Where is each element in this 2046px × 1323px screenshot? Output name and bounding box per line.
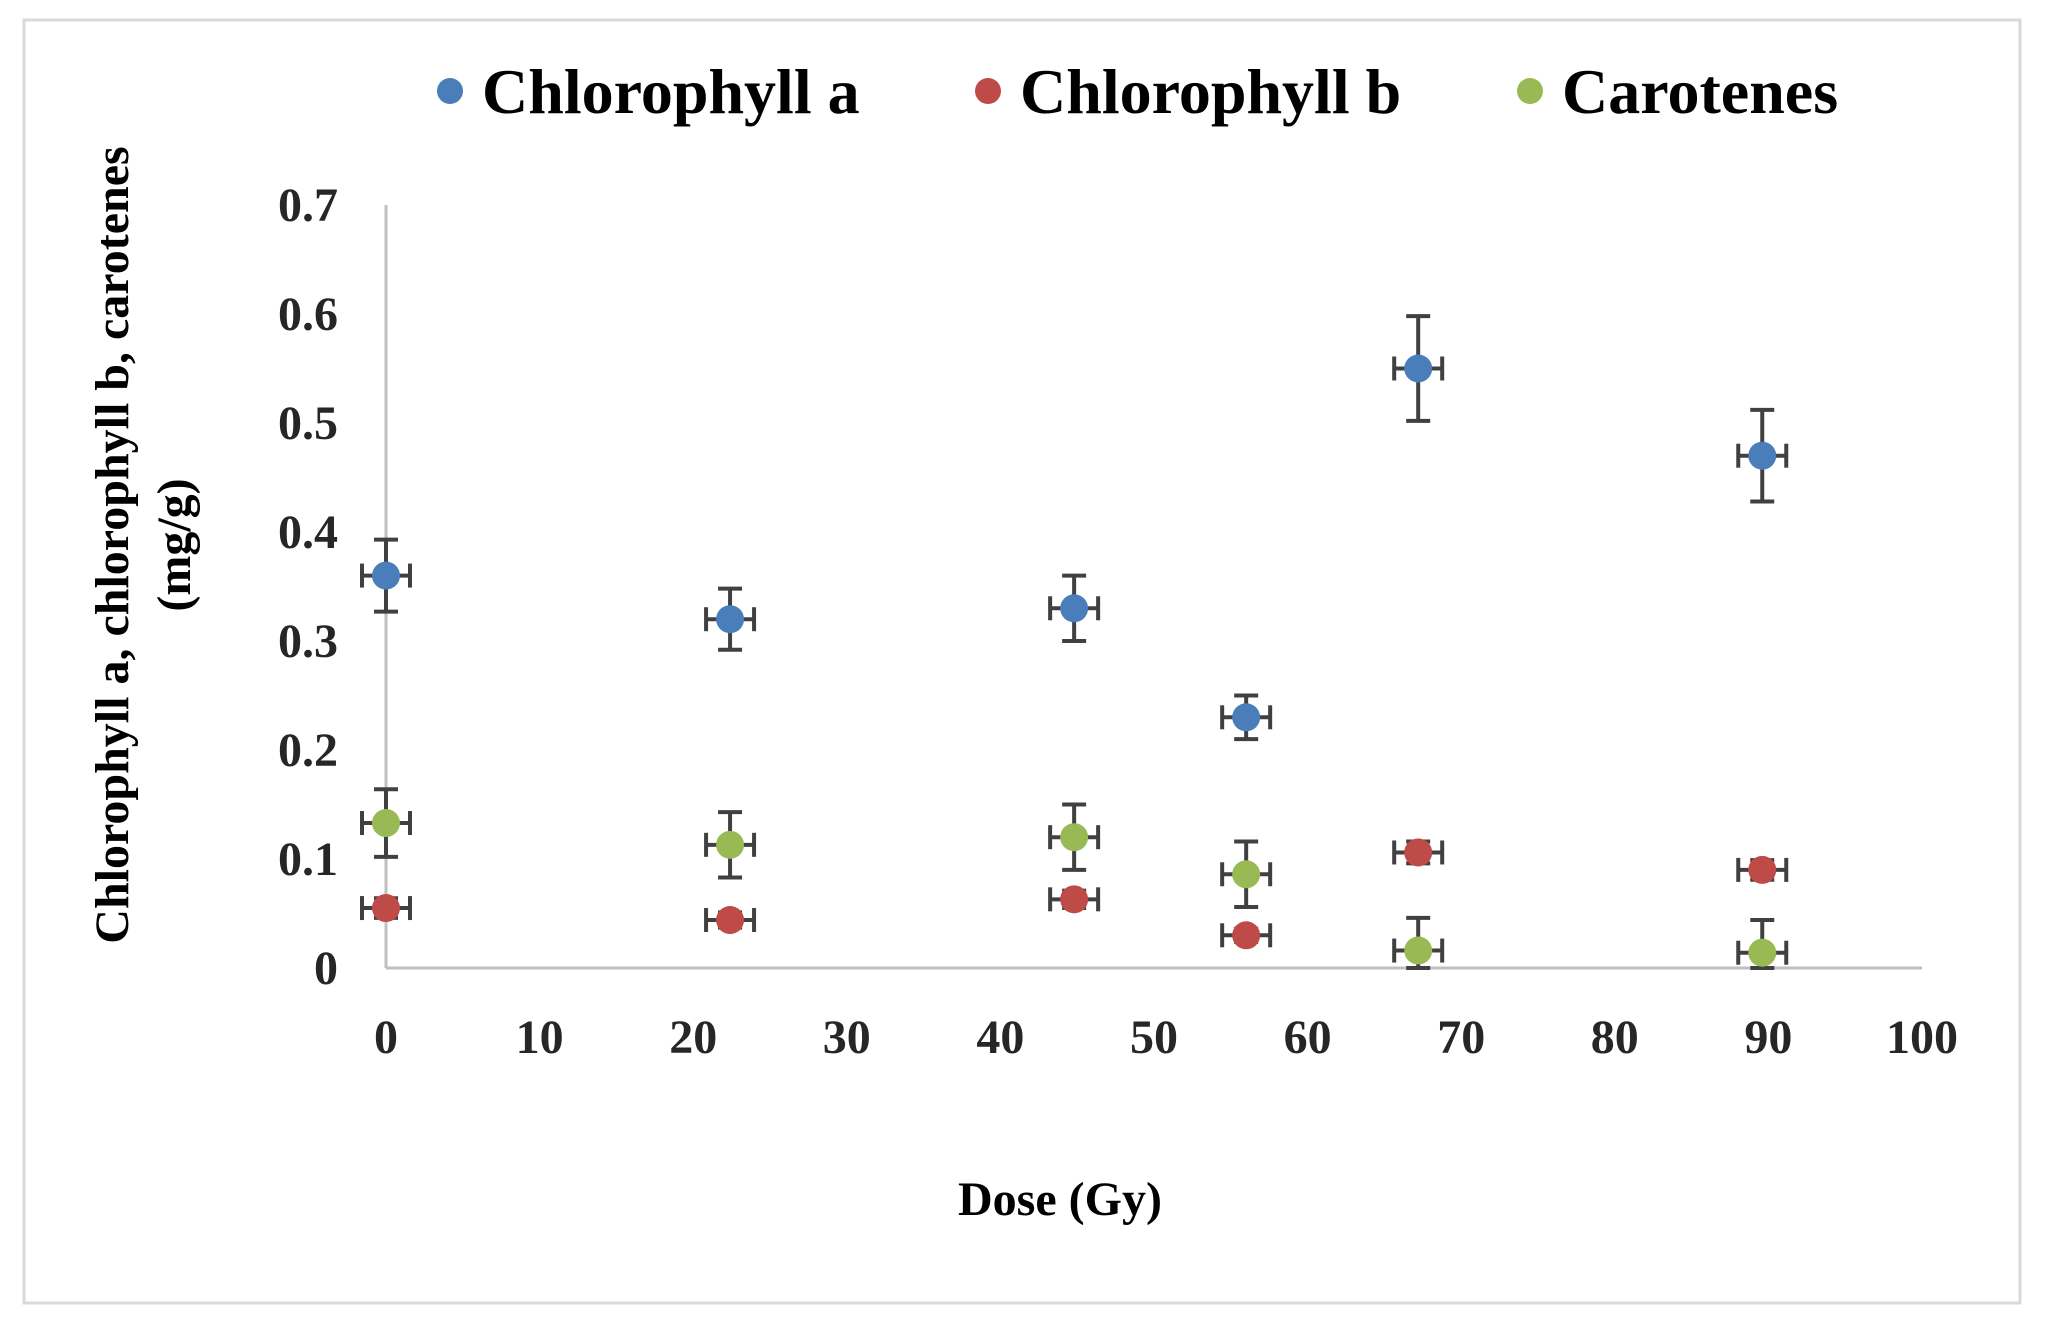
data-point-carotenes bbox=[1060, 823, 1089, 852]
plot-area bbox=[360, 314, 1789, 970]
legend-label: Chlorophyll b bbox=[1020, 56, 1401, 127]
data-point-chlorophyll-a bbox=[1060, 594, 1089, 623]
data-point-chlorophyll-b bbox=[1404, 838, 1433, 867]
x-tick-label: 80 bbox=[1591, 1011, 1639, 1064]
legend-marker bbox=[975, 78, 1001, 104]
y-tick-label: 0.5 bbox=[278, 397, 338, 450]
x-axis-title: Dose (Gy) bbox=[958, 1173, 1162, 1226]
x-tick-label: 10 bbox=[516, 1011, 564, 1064]
data-point-chlorophyll-a bbox=[716, 605, 745, 634]
series-chlorophyll-a bbox=[360, 314, 1789, 742]
data-point-carotenes bbox=[372, 809, 400, 838]
data-point-chlorophyll-b bbox=[716, 906, 745, 935]
x-tick-label: 60 bbox=[1284, 1011, 1332, 1064]
x-tick-label: 20 bbox=[669, 1011, 717, 1064]
x-tick-label: 0 bbox=[374, 1011, 398, 1064]
data-point-chlorophyll-a bbox=[1232, 703, 1261, 732]
series-chlorophyll-b bbox=[360, 838, 1789, 950]
data-point-carotenes bbox=[1404, 936, 1433, 965]
legend: Chlorophyll a Chlorophyll b Carotenes bbox=[437, 56, 1838, 127]
x-tick-label: 70 bbox=[1437, 1011, 1485, 1064]
data-point-carotenes bbox=[1232, 860, 1261, 889]
legend-item-chlorophyll-a: Chlorophyll a bbox=[437, 56, 860, 127]
x-tick-label: 30 bbox=[823, 1011, 871, 1064]
legend-marker bbox=[1517, 78, 1543, 104]
y-tick-label: 0.2 bbox=[278, 724, 338, 777]
x-tick-label: 40 bbox=[976, 1011, 1024, 1064]
data-point-chlorophyll-b bbox=[1060, 885, 1089, 914]
series-carotenes bbox=[360, 787, 1789, 970]
y-tick-labels: 0 0.1 0.2 0.3 0.4 0.5 0.6 0.7 bbox=[278, 179, 338, 995]
x-tick-label: 100 bbox=[1886, 1011, 1958, 1064]
y-tick-label: 0.4 bbox=[278, 506, 338, 559]
x-tick-labels: 0 10 20 30 40 50 60 70 80 90 100 bbox=[374, 1011, 1958, 1064]
data-point-chlorophyll-a bbox=[1748, 441, 1777, 470]
data-point-chlorophyll-a bbox=[1404, 354, 1433, 383]
x-tick-label: 50 bbox=[1130, 1011, 1178, 1064]
data-point-carotenes bbox=[716, 830, 745, 859]
chart-frame bbox=[22, 18, 2022, 1305]
x-tick-label: 90 bbox=[1744, 1011, 1792, 1064]
data-point-chlorophyll-b bbox=[1232, 921, 1261, 950]
y-tick-label: 0.6 bbox=[278, 288, 338, 341]
y-axis-title-line-2: (mg/g) bbox=[148, 478, 201, 611]
data-point-chlorophyll-a bbox=[372, 561, 400, 590]
legend-item-carotenes: Carotenes bbox=[1517, 56, 1838, 127]
legend-label: Chlorophyll a bbox=[482, 56, 860, 127]
y-tick-label: 0.3 bbox=[278, 615, 338, 668]
legend-marker bbox=[437, 78, 463, 104]
data-point-chlorophyll-b bbox=[372, 894, 400, 923]
y-tick-label: 0.1 bbox=[278, 833, 338, 886]
legend-item-chlorophyll-b: Chlorophyll b bbox=[975, 56, 1401, 127]
legend-label: Carotenes bbox=[1562, 56, 1838, 127]
data-point-carotenes bbox=[1748, 938, 1777, 967]
data-point-chlorophyll-b bbox=[1748, 855, 1777, 884]
y-tick-label: 0.7 bbox=[278, 179, 338, 232]
y-tick-label: 0 bbox=[314, 942, 338, 995]
y-axis-title-line-1: Chlorophyll a, chlorophyll b, carotenes bbox=[86, 146, 139, 943]
error-bar bbox=[704, 810, 757, 880]
